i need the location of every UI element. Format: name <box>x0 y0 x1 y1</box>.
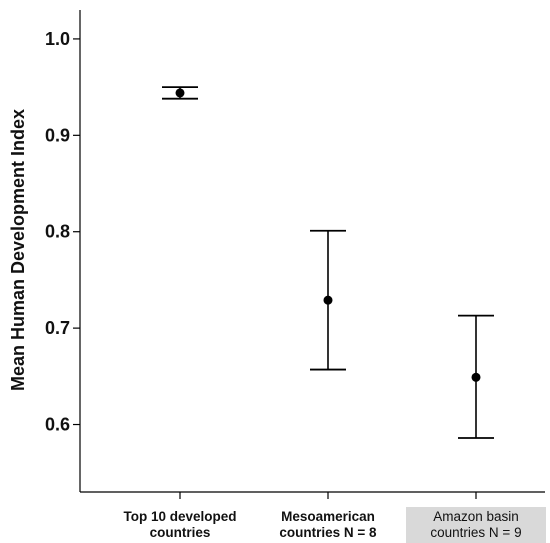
y-ticks: 1.0 0.9 0.8 0.7 0.6 <box>45 29 80 435</box>
error-bar <box>458 314 494 439</box>
error-bar <box>310 229 346 371</box>
mean-point <box>471 372 481 382</box>
x-category-label: Mesoamerican countries N = 8 <box>279 509 377 540</box>
error-bars <box>162 86 494 439</box>
y-tick-label: 0.9 <box>45 125 70 145</box>
x-ticks <box>179 492 477 499</box>
axes <box>79 10 545 493</box>
error-bar <box>162 86 198 100</box>
mean-point <box>175 88 185 98</box>
mean-point <box>323 295 333 305</box>
x-category-label: Top 10 developed countries <box>123 509 237 540</box>
y-tick-label: 0.7 <box>45 318 70 338</box>
y-axis-label: Mean Human Development Index <box>8 109 28 391</box>
y-tick-label: 0.6 <box>45 415 70 435</box>
y-tick-label: 0.8 <box>45 222 70 242</box>
y-tick-label: 1.0 <box>45 29 70 49</box>
x-category-label: Amazon basin countries N = 9 <box>406 507 546 543</box>
